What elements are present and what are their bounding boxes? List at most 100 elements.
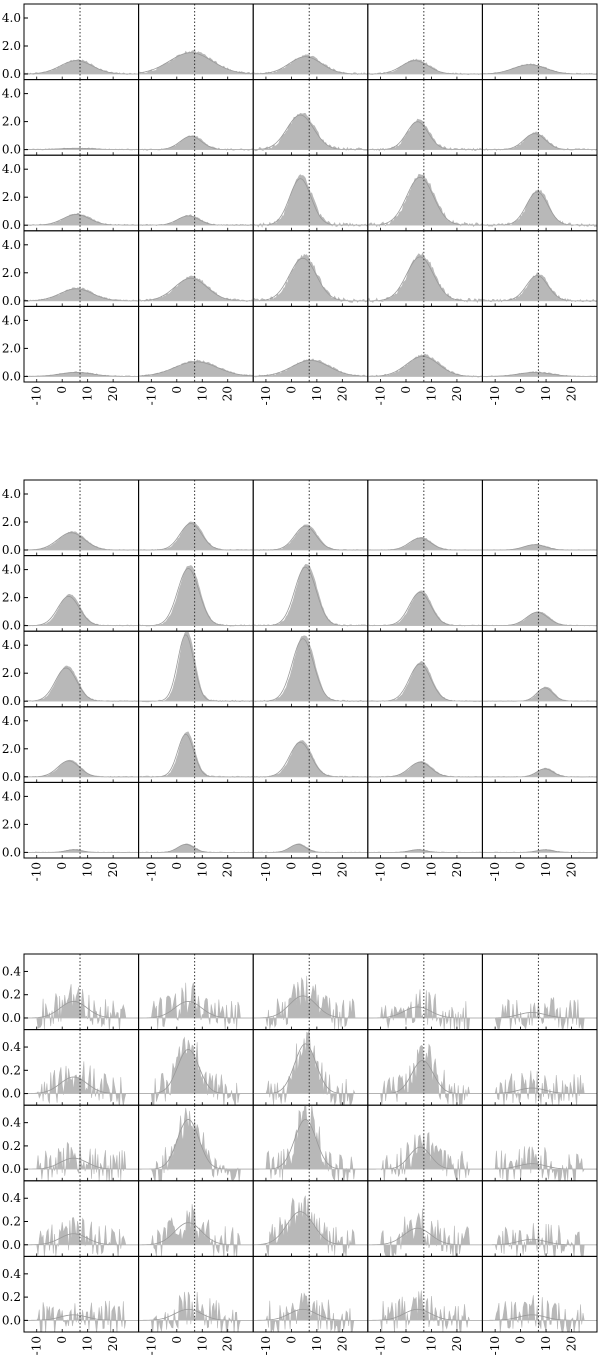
panel-frame (23, 305, 140, 383)
spectrum-area (24, 1300, 139, 1333)
panel-frame (481, 305, 598, 383)
x-tick-label: 0 (170, 1336, 184, 1344)
panel-r1-c4 (367, 953, 483, 1031)
x-tick-label: -10 (30, 1336, 44, 1355)
spectrum-area (253, 740, 368, 778)
spectrum-area (482, 767, 597, 778)
panel-r1-c2 (138, 953, 254, 1031)
x-tick-label: 10 (310, 1336, 324, 1351)
panel-r1-c4 (367, 479, 483, 557)
spectrum-area (138, 1107, 254, 1181)
spectrum-area (138, 565, 254, 627)
panel-r3-c4 (367, 1104, 483, 1182)
x-tick-label: 0 (514, 1336, 528, 1344)
spectrum-area (24, 593, 139, 627)
panel-r4-c2 (138, 230, 254, 307)
panel-r3-c3 (252, 1104, 369, 1182)
spectrum-area (253, 174, 368, 228)
spectrum-area (24, 1141, 139, 1181)
panel-r4-c3 (252, 706, 369, 783)
y-tick-label: 2.0 (2, 742, 21, 756)
panel-r5-c3 (252, 1255, 369, 1333)
x-tick-label: -10 (374, 386, 388, 405)
x-tick-label: 0 (514, 386, 528, 394)
panel-r1-c1: 0.0 2.0 4.0 (2, 479, 140, 557)
panel-r3-c5 (481, 630, 598, 708)
y-tick-label: 0.4 (2, 1040, 21, 1054)
panel-r2-c3 (252, 79, 369, 156)
spectrum-area (138, 214, 254, 227)
spectrum-area (24, 531, 139, 551)
model-line (367, 356, 483, 377)
y-tick-label: 2.0 (2, 266, 21, 280)
spectrum-area (24, 1061, 139, 1106)
x-tick-label: -10 (144, 386, 158, 405)
x-tick-label: -10 (488, 1336, 502, 1355)
panel-r1-c3 (252, 953, 369, 1031)
y-tick-label: 2.0 (2, 39, 21, 53)
y-tick-label: 4.0 (2, 638, 21, 652)
panel-r3-c2 (138, 630, 254, 708)
y-tick-label: 0.0 (2, 694, 21, 708)
panel-r5-c5 (481, 1255, 598, 1333)
spectrum-area (367, 1043, 483, 1106)
y-tick-label: 0.0 (2, 1238, 21, 1252)
x-tick-label: 20 (221, 1336, 235, 1351)
model-line (138, 52, 254, 75)
y-tick-label: 0.2 (2, 1139, 21, 1153)
y-tick-label: 4.0 (2, 487, 21, 501)
panel-r1-c3 (252, 479, 369, 557)
x-tick-label: 0 (55, 1336, 69, 1344)
panel-r3-c1: 0.0 2.0 4.0 (2, 154, 140, 232)
panel-r3-c3 (252, 630, 369, 708)
spectrum-area (367, 172, 483, 228)
y-tick-label: 4.0 (2, 789, 21, 803)
panel-r3-c3 (252, 154, 369, 232)
x-tick-label: 20 (335, 862, 349, 877)
x-tick-label: 0 (284, 1336, 298, 1344)
x-tick-label: 20 (335, 386, 349, 401)
y-tick-label: 4.0 (2, 87, 21, 101)
spectrum-area (253, 1195, 368, 1257)
chart-block-2: 0.0 2.0 4.0 0.0 2.0 4.0 0.0 2.0 4.0 0.0 2.0 4.0 0.0 2… (2, 479, 598, 881)
spectrum-area (138, 50, 254, 75)
x-tick-label: -10 (259, 862, 273, 881)
y-tick-label: 0.0 (2, 619, 21, 633)
y-tick-label: 0.4 (2, 964, 21, 978)
x-tick-label: 10 (539, 1336, 553, 1351)
spectrum-area (253, 358, 368, 378)
x-tick-label: 10 (539, 386, 553, 401)
panel-r5-c5 (481, 781, 598, 859)
spectrum-area (482, 272, 597, 303)
spectrum-area (367, 353, 483, 378)
panel-r5-c5 (481, 305, 598, 383)
panel-r4-c3 (252, 230, 369, 307)
spectrum-area (367, 58, 483, 75)
x-tick-label: 10 (195, 1336, 209, 1351)
panel-r3-c4 (367, 154, 483, 232)
spectrum-area (482, 1223, 597, 1257)
x-tick-label: 0 (55, 386, 69, 394)
spectrum-area (253, 975, 368, 1030)
x-tick-label: 0 (399, 862, 413, 870)
spectrum-area (24, 984, 139, 1030)
x-tick-label: 20 (221, 862, 235, 877)
y-tick-label: 2.0 (2, 341, 21, 355)
panel-frame (481, 781, 598, 859)
panel-r2-c1: 0.0 2.0 4.0 (2, 79, 140, 157)
panel-r5-c1: 0.0 0.2 0.4 (2, 1255, 140, 1333)
y-tick-label: 0.4 (2, 1116, 21, 1130)
panel-r4-c3 (252, 1180, 369, 1257)
chart-block-1: 0.0 2.0 4.0 0.0 2.0 4.0 0.0 2.0 4.0 0.0 2.0 4.0 0.0 2… (2, 3, 598, 405)
panel-r2-c2 (138, 79, 254, 156)
panel-frame (367, 781, 483, 859)
y-tick-label: 0.0 (2, 770, 21, 784)
y-tick-label: 0.2 (2, 1290, 21, 1304)
model-line (24, 60, 139, 75)
x-tick-label: 0 (399, 386, 413, 394)
y-tick-label: 4.0 (2, 313, 21, 327)
y-tick-label: 4.0 (2, 563, 21, 577)
x-tick-label: 20 (565, 386, 579, 401)
y-tick-label: 0.4 (2, 1191, 21, 1205)
